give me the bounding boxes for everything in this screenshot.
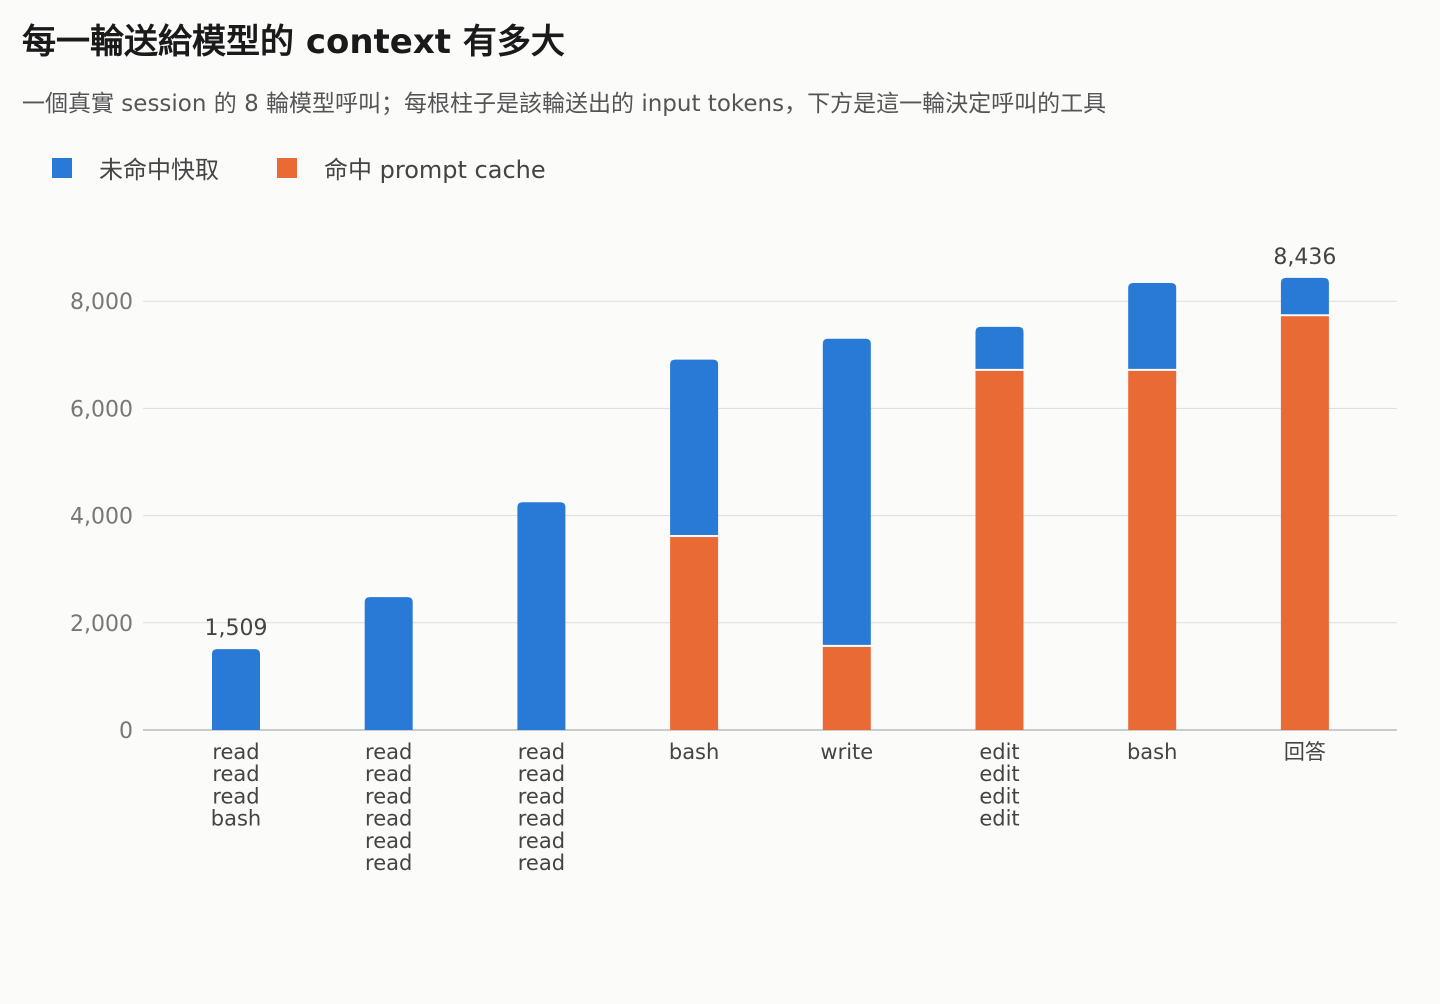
- x-tick-label: read: [518, 829, 565, 853]
- x-tick-label: bash: [211, 807, 261, 831]
- y-tick-label: 8,000: [70, 290, 133, 315]
- x-tick-label: read: [518, 807, 565, 831]
- x-tick-label: 回答: [1284, 740, 1326, 764]
- y-tick-label: 0: [119, 719, 133, 744]
- bar-cached: [1280, 316, 1329, 730]
- x-tick-label: edit: [979, 807, 1019, 831]
- bar-cached: [822, 646, 871, 730]
- x-tick-label: bash: [669, 740, 719, 764]
- bar-uncached: [364, 597, 413, 730]
- x-tick-label: bash: [1127, 740, 1177, 764]
- bar-uncached: [670, 359, 719, 536]
- x-tick-label: read: [212, 740, 259, 764]
- chart-title: 每一輪送給模型的 context 有多大: [22, 22, 565, 62]
- x-tick-label: read: [212, 762, 259, 786]
- x-tick-label: edit: [979, 784, 1019, 808]
- y-tick-label: 2,000: [70, 612, 133, 637]
- bar-cached: [975, 370, 1024, 730]
- bar-uncached: [822, 338, 871, 645]
- legend-label-cached: 命中 prompt cache: [324, 156, 546, 184]
- bar-uncached: [1280, 277, 1329, 315]
- x-tick-label: read: [365, 829, 412, 853]
- bar-cached: [670, 537, 719, 730]
- x-tick-label: read: [518, 784, 565, 808]
- x-tick-label: read: [212, 784, 259, 808]
- legend: 未命中快取 命中 prompt cache: [52, 150, 604, 185]
- legend-swatch-cached: [277, 157, 297, 178]
- bar-cached: [1128, 370, 1177, 730]
- x-tick-label: read: [365, 807, 412, 831]
- y-tick-label: 4,000: [70, 505, 133, 530]
- x-tick-label: read: [365, 851, 412, 875]
- data-label-total: 1,509: [205, 616, 268, 641]
- bar-uncached: [212, 649, 260, 730]
- legend-item-uncached: 未命中快取: [52, 150, 219, 185]
- x-tick-label: read: [518, 740, 565, 764]
- x-tick-label: read: [518, 851, 565, 875]
- bar-uncached: [975, 326, 1024, 369]
- legend-swatch-uncached: [52, 157, 72, 178]
- bar-uncached: [1128, 282, 1177, 369]
- bar-uncached: [517, 502, 566, 730]
- legend-item-cached: 命中 prompt cache: [277, 150, 546, 185]
- x-tick-label: read: [365, 762, 412, 786]
- legend-label-uncached: 未命中快取: [99, 156, 219, 184]
- x-tick-label: read: [518, 762, 565, 786]
- x-tick-label: edit: [979, 762, 1019, 786]
- x-tick-label: read: [365, 740, 412, 764]
- x-tick-label: edit: [979, 740, 1019, 764]
- data-label-total: 8,436: [1273, 245, 1336, 270]
- chart-subtitle: 一個真實 session 的 8 輪模型呼叫；每根柱子是該輪送出的 input …: [22, 91, 1107, 117]
- y-tick-label: 6,000: [70, 397, 133, 422]
- x-tick-label: write: [820, 740, 873, 764]
- x-tick-label: read: [365, 784, 412, 808]
